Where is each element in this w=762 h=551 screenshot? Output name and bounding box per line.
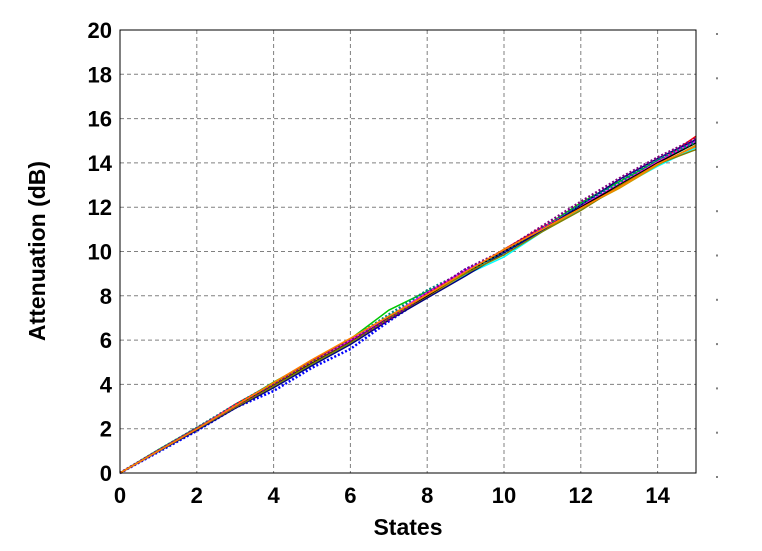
y-tick-label: 20	[88, 18, 112, 43]
y-tick-label: 12	[88, 195, 112, 220]
y-tick-label: 2	[100, 417, 112, 442]
edge-dot	[716, 431, 718, 434]
edge-dot	[716, 254, 718, 257]
edge-dot	[716, 121, 718, 124]
x-tick-label: 14	[645, 483, 670, 508]
series-line-12	[119, 145, 697, 474]
series-line-10	[119, 148, 697, 474]
edge-dot	[716, 77, 718, 80]
y-tick-label: 8	[100, 284, 112, 309]
x-tick-label: 0	[114, 483, 126, 508]
series-line-11	[119, 137, 697, 475]
x-tick-label: 6	[344, 483, 356, 508]
y-tick-label: 4	[100, 372, 113, 397]
edge-dot	[716, 476, 718, 478]
edge-dot	[716, 343, 718, 346]
x-axis-ticks: 0 2 4 6 8 10 12 14	[114, 483, 671, 508]
y-axis-ticks: 0 2 4 6 8 10 12 14 16 18 20	[88, 18, 113, 486]
y-tick-label: 14	[88, 151, 113, 176]
x-tick-label: 12	[569, 483, 593, 508]
y-tick-label: 18	[88, 62, 112, 87]
x-axis-title: States	[373, 514, 442, 540]
edge-dot	[716, 210, 718, 213]
x-tick-label: 4	[267, 483, 280, 508]
x-tick-label: 8	[421, 483, 433, 508]
x-tick-label: 2	[191, 483, 203, 508]
edge-dot	[716, 33, 718, 35]
y-axis-title: Attenuation (dB)	[24, 161, 50, 341]
edge-dot	[716, 387, 718, 390]
edge-dot	[716, 298, 718, 301]
y-tick-label: 6	[100, 328, 112, 353]
plot-frame	[119, 29, 697, 474]
series-lines	[119, 135, 697, 475]
x-tick-label: 10	[492, 483, 516, 508]
edge-dot	[716, 165, 718, 168]
y-tick-label: 10	[88, 240, 112, 265]
y-tick-label: 16	[88, 107, 112, 132]
grid-lines	[120, 30, 696, 473]
y-tick-label: 0	[100, 461, 112, 486]
edge-dots	[716, 33, 718, 478]
